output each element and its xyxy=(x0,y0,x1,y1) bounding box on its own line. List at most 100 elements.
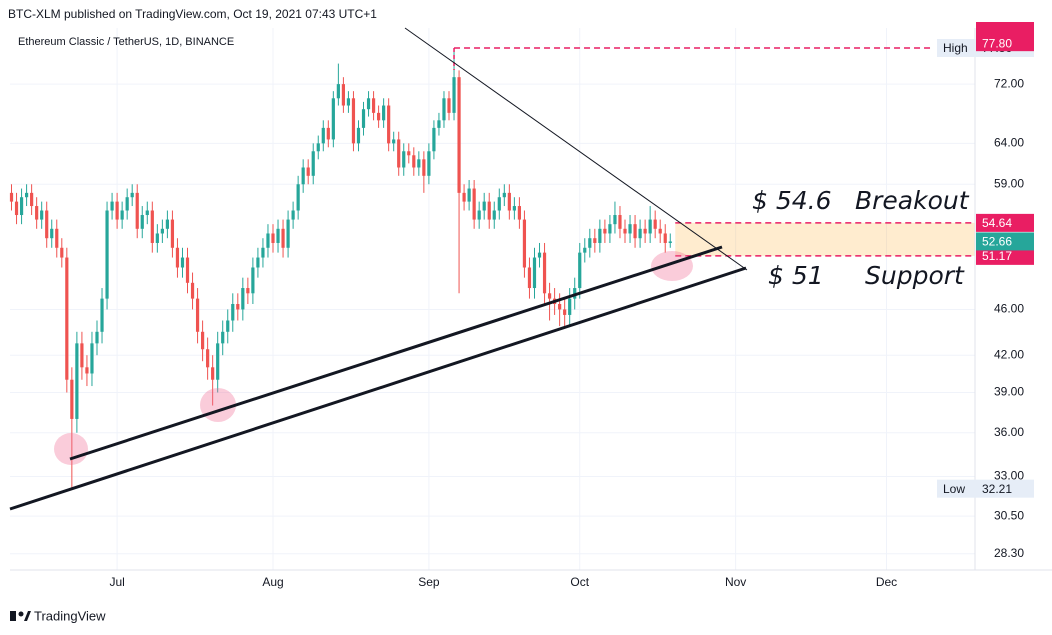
candle-body xyxy=(643,228,647,234)
y-tick-label: 64.00 xyxy=(994,136,1024,150)
levels xyxy=(453,47,975,257)
candle-body xyxy=(377,112,381,121)
logo-icon xyxy=(10,611,16,621)
candle-body xyxy=(301,167,305,185)
candle-body xyxy=(547,293,552,299)
drawings xyxy=(9,27,748,511)
candle-body xyxy=(190,282,195,299)
candle-body xyxy=(160,228,164,234)
axes: 72.00 64.00 59.00 46.00 42.00 39.00 36.00 33.00… xyxy=(109,76,1024,589)
candle-body xyxy=(412,155,416,168)
candle-body xyxy=(50,228,54,239)
trend-line xyxy=(9,266,747,511)
candle-body xyxy=(110,201,114,211)
candle-body xyxy=(115,201,119,220)
candle-body xyxy=(206,349,210,368)
candle-body xyxy=(517,206,522,220)
candle-body xyxy=(341,84,346,106)
y-tick-label: 72.00 xyxy=(994,76,1024,90)
x-tick-label: Aug xyxy=(262,575,283,589)
candle-body xyxy=(432,127,436,152)
candle-body xyxy=(407,151,411,156)
candle-body xyxy=(30,192,34,207)
candle-body xyxy=(40,210,44,220)
candle-body xyxy=(658,228,662,234)
candle-body xyxy=(211,367,215,380)
brand-name: TradingView xyxy=(34,608,106,623)
candle-body xyxy=(276,228,280,243)
candle-body xyxy=(437,120,441,128)
price-tag xyxy=(976,213,1034,232)
publish-info: BTC-XLM published on TradingView.com, Oc… xyxy=(8,7,377,21)
candle-body xyxy=(251,267,255,294)
candle-body xyxy=(382,105,386,121)
annotation: Support xyxy=(865,261,965,290)
y-tick-label: 30.50 xyxy=(994,508,1024,522)
candle-body xyxy=(336,84,340,99)
marker-box xyxy=(937,479,1034,498)
candle-body xyxy=(150,210,154,243)
trend-line xyxy=(69,245,723,461)
highlight-circle xyxy=(651,251,693,281)
candle-body xyxy=(487,201,491,220)
candle-body xyxy=(45,210,49,239)
marker-label: High xyxy=(943,41,968,55)
candle-body xyxy=(346,98,351,106)
candle-body xyxy=(35,206,39,220)
candle-body xyxy=(120,210,124,220)
candle-body xyxy=(482,201,486,211)
marker-label: Low xyxy=(943,482,965,496)
candle-body xyxy=(125,197,129,211)
candle-body xyxy=(387,105,391,144)
candle-body xyxy=(60,247,64,258)
candle-body xyxy=(221,331,225,344)
candle-body xyxy=(356,127,361,144)
candle-body xyxy=(603,228,607,234)
candle-body xyxy=(492,210,496,220)
candle-body xyxy=(24,192,29,198)
candle-body xyxy=(442,98,446,121)
candle-body xyxy=(467,188,471,202)
candle-body xyxy=(422,159,426,176)
logo-icon xyxy=(24,611,31,621)
candle-body xyxy=(170,219,175,248)
highlight-circle xyxy=(200,388,236,422)
candle-body xyxy=(65,257,69,380)
candle-body xyxy=(14,201,19,216)
candle-body xyxy=(85,367,89,374)
x-tick-label: Jul xyxy=(109,575,124,589)
y-tick-label: 36.00 xyxy=(994,425,1024,439)
candle-body xyxy=(542,252,547,294)
annotation: Breakout xyxy=(855,186,970,215)
candle-body xyxy=(366,98,371,110)
candle-body xyxy=(452,77,456,113)
y-tick-label: 42.00 xyxy=(994,347,1024,361)
candle-body xyxy=(563,309,567,315)
candle-body xyxy=(633,224,637,239)
grid xyxy=(10,28,975,570)
candle-body xyxy=(291,210,295,220)
candle-body xyxy=(165,219,169,229)
candle-body xyxy=(537,252,542,258)
candle-body xyxy=(613,215,617,225)
candle-body xyxy=(316,143,320,152)
candle-body xyxy=(95,331,99,344)
candle-body xyxy=(90,343,94,374)
y-tick-label: 33.00 xyxy=(994,469,1024,483)
candle-body xyxy=(326,127,330,140)
annotation: $ 51 xyxy=(768,261,824,290)
candle-body xyxy=(668,241,672,243)
candle-body xyxy=(256,257,260,268)
candle-body xyxy=(135,192,139,229)
candle-body xyxy=(80,343,84,368)
candle-body xyxy=(598,228,602,243)
x-tick-label: Nov xyxy=(725,575,746,589)
candle-body xyxy=(527,267,532,289)
y-tick-label: 28.30 xyxy=(994,546,1024,560)
y-tick-label: 59.00 xyxy=(994,176,1024,190)
marker-value: 32.21 xyxy=(982,482,1012,496)
candle-body xyxy=(286,219,290,248)
candle-body xyxy=(231,304,235,321)
